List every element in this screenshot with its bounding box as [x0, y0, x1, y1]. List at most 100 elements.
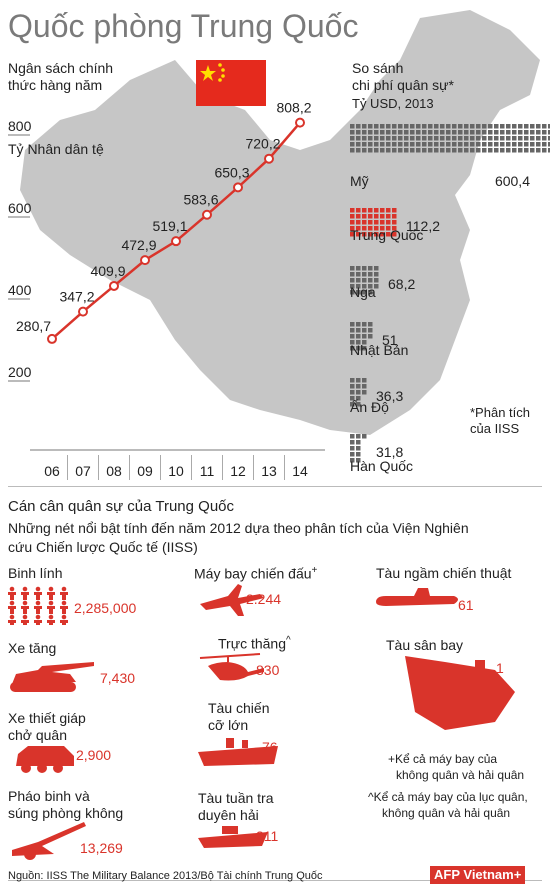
spending-block [548, 130, 550, 135]
spending-block [362, 290, 367, 295]
spending-block [368, 220, 373, 225]
item-label: Tàu chiến [208, 700, 270, 716]
spending-block [380, 214, 385, 219]
spending-value-label: 600,4 [495, 173, 530, 189]
spending-block [356, 390, 361, 395]
spending-block [536, 148, 541, 153]
spending-block [350, 290, 355, 295]
spending-block [350, 208, 355, 213]
spending-block [350, 396, 355, 401]
spending-block [374, 136, 379, 141]
spending-block [356, 136, 361, 141]
spending-block [350, 278, 355, 283]
spending-unit: Tỷ USD, 2013 [352, 96, 434, 111]
spending-block [368, 136, 373, 141]
spending-block [362, 434, 367, 439]
spending-block [356, 220, 361, 225]
spending-block [380, 220, 385, 225]
spending-block [398, 148, 403, 153]
balance-subtitle-line2: cứu Chiến lược Quốc tế (IISS) [8, 539, 198, 555]
patrol-boat-icon [198, 826, 268, 848]
budget-data-label: 808,2 [276, 100, 311, 116]
spending-block [356, 396, 361, 401]
spending-block [434, 124, 439, 129]
spending-block [428, 136, 433, 141]
spending-block [350, 452, 355, 457]
spending-block [434, 142, 439, 147]
item-label-line2: chở quân [8, 727, 68, 743]
spending-block [374, 266, 379, 271]
spending-value-label: 51 [382, 332, 398, 348]
spending-block [356, 340, 361, 345]
spending-block [350, 124, 355, 129]
spending-block [362, 130, 367, 135]
spending-block [380, 232, 385, 237]
spending-block [404, 148, 409, 153]
spending-block [362, 390, 367, 395]
spending-block [404, 142, 409, 147]
spending-block [362, 322, 367, 327]
spending-block [410, 130, 415, 135]
spending-block [542, 124, 547, 129]
source-text: Nguồn: IISS The Military Balance 2013/Bộ… [8, 870, 323, 882]
budget-point [140, 255, 150, 266]
spending-block [362, 384, 367, 389]
spending-block [392, 226, 397, 231]
spending-block [506, 136, 511, 141]
budget-line-chart: 200 400 600 800 06 07 08 09 10 11 12 13 14 280,7 347,2… [8, 100, 325, 480]
spending-block [404, 130, 409, 135]
budget-data-label: 650,3 [214, 164, 249, 180]
item-value: 1 [496, 660, 504, 676]
item-label: Trực thăng^ [218, 635, 291, 652]
spending-block [428, 124, 433, 129]
spending-category-label: Trung Quốc [350, 227, 423, 243]
spending-block [398, 142, 403, 147]
item-label: Pháo binh và [8, 788, 90, 804]
spending-block [350, 378, 355, 383]
spending-block [356, 124, 361, 129]
balance-subtitle-line1: Những nét nổi bật tính đến năm 2012 dựa … [8, 520, 469, 536]
spending-block [530, 148, 535, 153]
spending-block [350, 142, 355, 147]
spending-block [368, 232, 373, 237]
item-value: 2,900 [76, 747, 112, 763]
spending-block [440, 130, 445, 135]
spending-block [518, 148, 523, 153]
spending-block [386, 220, 391, 225]
item-label-footnote-mark: + [311, 565, 318, 576]
spending-block [374, 220, 379, 225]
spending-block [446, 124, 451, 129]
item-value: 830 [256, 662, 280, 678]
item-label-line2: duyên hải [198, 807, 259, 823]
spending-block [434, 136, 439, 141]
spending-block [368, 148, 373, 153]
spending-block [398, 136, 403, 141]
spending-block [362, 226, 367, 231]
section-divider [8, 486, 542, 487]
spending-block [356, 278, 361, 283]
x-tick-label: 14 [292, 463, 308, 479]
spending-category-label: Nhật Bản [350, 342, 408, 358]
spending-block [422, 142, 427, 147]
spending-block [350, 434, 355, 439]
spending-block [524, 130, 529, 135]
spending-block [356, 384, 361, 389]
spending-block [416, 142, 421, 147]
spending-block [518, 142, 523, 147]
spending-block [494, 124, 499, 129]
spending-block [374, 148, 379, 153]
item-value: 2,285,000 [74, 600, 137, 616]
spending-block [356, 208, 361, 213]
x-tick-label: 10 [168, 463, 184, 479]
spending-block [368, 328, 373, 333]
spending-block [362, 208, 367, 213]
spending-block [356, 266, 361, 271]
spending-block [464, 136, 469, 141]
spending-block [362, 334, 367, 339]
spending-block [350, 226, 355, 231]
spending-block [464, 130, 469, 135]
spending-block [356, 402, 361, 407]
spending-block [452, 148, 457, 153]
china-map-silhouette [20, 10, 540, 435]
item-label-line2: cỡ lớn [208, 717, 249, 733]
